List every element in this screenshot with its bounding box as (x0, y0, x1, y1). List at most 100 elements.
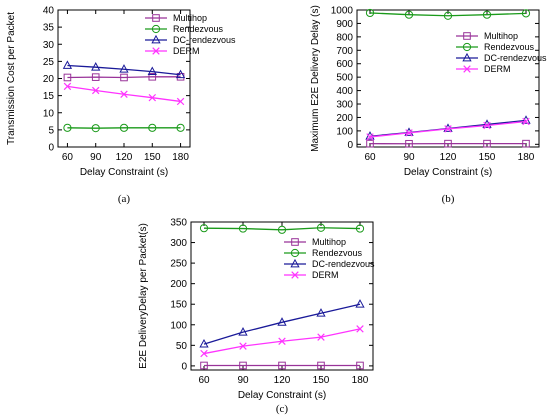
y-tick-label: 40 (43, 6, 55, 17)
series-line (203, 303, 361, 345)
series-dc-rendezvous (62, 60, 186, 79)
data-point (483, 121, 491, 130)
x-tick-label: 60 (364, 152, 376, 163)
x-tick-label: 60 (198, 375, 210, 386)
legend-marker (151, 24, 161, 34)
y-tick-label: 900 (336, 19, 353, 30)
y-tick-label: 20 (43, 74, 55, 85)
data-point (356, 325, 364, 333)
series-line (67, 76, 181, 79)
data-point (405, 139, 413, 148)
y-tick-label: 350 (170, 218, 187, 229)
data-point (366, 139, 374, 148)
y-tick-label: 250 (170, 259, 187, 270)
figure-caption: (b) (442, 193, 455, 205)
data-point (316, 223, 326, 232)
y-tick-label: 35 (43, 23, 55, 34)
data-point (91, 86, 100, 95)
chart-c: 0 50 100 150 200 250 300 350 60 90 120 150 180 Delay … (138, 218, 375, 416)
series-line (67, 64, 181, 76)
series-derm (366, 117, 530, 141)
data-point (278, 361, 286, 370)
x-tick-label: 180 (172, 152, 189, 163)
y-axis-label: Transmission Cost per Packet (6, 12, 17, 145)
y-tick-label: 200 (170, 279, 187, 290)
plot-frame (57, 9, 191, 148)
data-point (316, 308, 326, 317)
y-tick-label: 30 (43, 40, 55, 51)
y-tick-label: 15 (43, 91, 55, 102)
y-tick-label: 600 (336, 59, 353, 70)
series-line (203, 227, 361, 231)
legend-label: Rendezvous (312, 248, 363, 258)
data-point (175, 69, 186, 79)
data-point (355, 224, 365, 233)
y-tick-label: 0 (347, 140, 353, 151)
y-axis-label: Maximum E2E Delivery Delay (s) (310, 5, 321, 152)
data-point (91, 62, 101, 71)
y-tick-label: 0 (181, 361, 187, 372)
y-tick-label: 25 (43, 57, 55, 68)
series-multihop (366, 139, 530, 148)
data-point (91, 124, 100, 133)
data-point (119, 123, 129, 132)
data-point (405, 129, 413, 137)
data-point (522, 139, 530, 148)
data-point (277, 225, 287, 234)
legend-marker (290, 248, 300, 258)
legend-marker (462, 52, 472, 62)
x-tick-label: 90 (403, 152, 415, 163)
data-point (147, 66, 157, 76)
y-tick-label: 700 (336, 46, 353, 57)
data-point (63, 123, 72, 132)
data-point (238, 224, 248, 233)
legend-label: Multihop (484, 31, 518, 41)
legend-marker (152, 47, 160, 55)
x-axis-label: Delay Constraint (s) (238, 390, 326, 401)
data-point (148, 123, 157, 132)
series-dc-rendezvous (365, 115, 531, 140)
y-tick-label: 0 (48, 143, 54, 154)
data-point (199, 338, 209, 348)
chart-a: 0 5 10 15 20 25 30 35 40 60 90 120 150 180 Delay Const… (6, 6, 236, 206)
data-point (521, 9, 531, 18)
legend-marker (463, 65, 471, 73)
y-tick-label: 5 (48, 125, 54, 136)
legend-label: DERM (173, 46, 200, 56)
data-point (482, 10, 492, 19)
data-point (91, 73, 100, 81)
legend-marker (151, 34, 161, 44)
data-point (238, 327, 248, 336)
series-rendezvous (199, 223, 365, 234)
legend-label: DC-rendezvous (173, 35, 236, 45)
data-point (199, 224, 209, 233)
data-point (522, 117, 530, 126)
series-line (369, 12, 527, 17)
y-tick-label: 200 (336, 113, 353, 124)
legend-marker (152, 14, 160, 22)
data-point (239, 342, 247, 350)
data-point (239, 361, 247, 370)
data-point (62, 60, 73, 69)
data-point (366, 133, 374, 141)
data-point (443, 11, 453, 20)
legend-marker (463, 32, 471, 40)
y-tick-label: 400 (336, 86, 353, 97)
figure-caption: (a) (118, 193, 131, 205)
y-tick-label: 1000 (331, 6, 354, 17)
x-tick-label: 120 (440, 152, 457, 163)
y-tick-label: 50 (176, 341, 188, 352)
series-rendezvous (63, 123, 185, 133)
x-tick-label: 150 (144, 152, 161, 163)
data-point (356, 361, 364, 370)
data-point (277, 317, 287, 326)
legend-label: DERM (312, 270, 339, 280)
series-derm (200, 325, 364, 358)
data-point (148, 93, 157, 102)
data-point (200, 349, 208, 358)
x-tick-label: 180 (352, 375, 369, 386)
y-axis-label: E2E DeliveryDelay per Packet(s) (138, 223, 149, 369)
